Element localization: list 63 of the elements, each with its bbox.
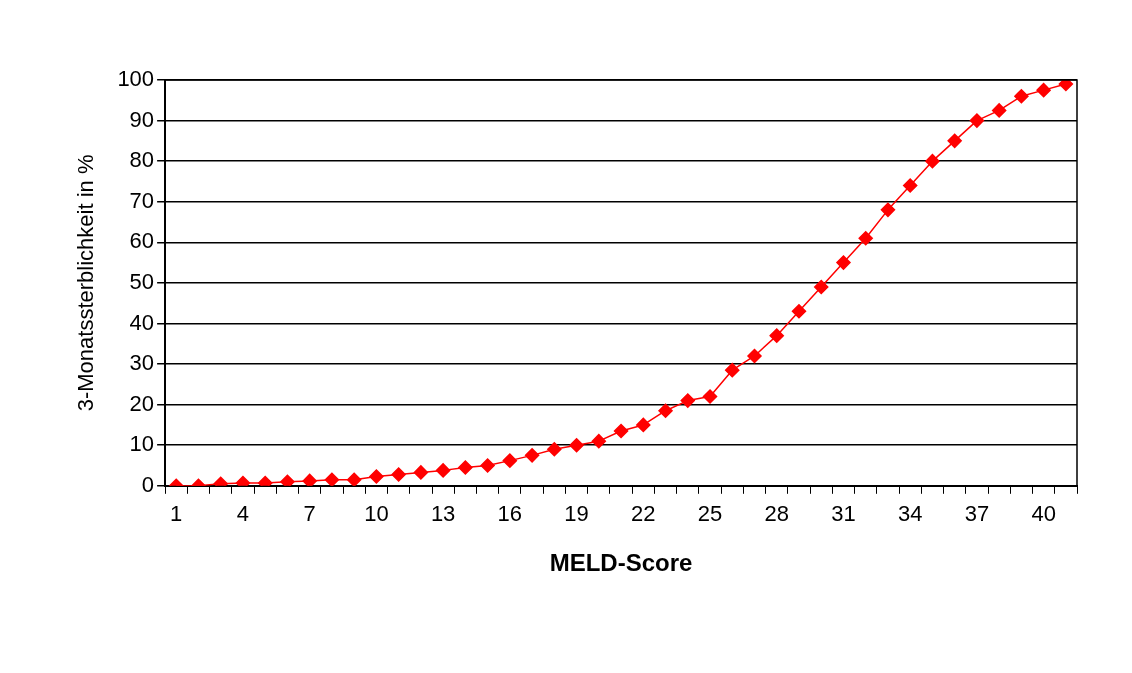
y-tick-label: 40	[129, 309, 155, 335]
point	[725, 362, 740, 378]
y-tick-label: 30	[129, 350, 155, 376]
x-tick-label: 13	[430, 501, 456, 527]
point	[302, 473, 317, 486]
x-tick-label: 37	[964, 501, 990, 527]
point	[1014, 88, 1029, 104]
point	[413, 465, 429, 480]
point	[613, 423, 629, 439]
point	[680, 393, 696, 408]
x-tick-label: 4	[236, 501, 250, 527]
x-tick-label: 19	[564, 501, 589, 527]
point	[502, 453, 518, 468]
point	[280, 474, 295, 486]
x-tick-label: 40	[1031, 501, 1056, 527]
x-tick-label: 1	[170, 501, 183, 527]
point	[702, 389, 718, 404]
point	[1036, 82, 1051, 98]
point	[991, 103, 1007, 118]
point	[880, 202, 896, 218]
point	[324, 472, 340, 486]
point	[524, 448, 540, 463]
x-tick-label: 16	[497, 501, 523, 527]
x-tick-label: 34	[897, 501, 923, 527]
point	[947, 133, 962, 149]
x-tick-label: 31	[831, 501, 856, 527]
point	[636, 417, 651, 433]
y-tick-label: 90	[129, 106, 155, 132]
point	[858, 231, 873, 246]
point	[591, 433, 607, 449]
point	[346, 472, 362, 486]
point	[747, 348, 762, 364]
point	[836, 255, 851, 270]
point	[769, 328, 784, 343]
point	[791, 304, 807, 319]
point	[569, 437, 584, 453]
point	[969, 113, 985, 128]
point	[547, 442, 562, 457]
x-tick-label: 22	[631, 501, 656, 527]
point	[391, 467, 406, 482]
x-axis-title: MELD-Score	[549, 549, 693, 577]
point	[369, 469, 384, 484]
x-tick-label: 28	[764, 501, 789, 527]
y-tick-label: 0	[141, 471, 155, 497]
point	[658, 403, 673, 418]
x-tick-label: 7	[303, 501, 316, 527]
point	[435, 463, 451, 478]
y-tick-label: 50	[129, 268, 155, 294]
y-tick-label: 70	[129, 187, 155, 213]
y-tick-label: 60	[129, 228, 155, 254]
point	[813, 279, 829, 295]
point	[902, 178, 918, 193]
x-tick-label: 25	[697, 501, 723, 527]
y-tick-label: 80	[129, 147, 155, 173]
y-tick-label: 100	[117, 66, 155, 92]
y-tick-label: 10	[129, 431, 155, 457]
point	[480, 458, 495, 473]
x-tick-label: 10	[364, 501, 389, 527]
point	[1058, 80, 1074, 92]
point	[458, 460, 473, 475]
point	[925, 153, 940, 169]
y-tick-label: 20	[129, 390, 155, 416]
y-axis-title: 3-Monatssterblichkeit in %	[73, 154, 99, 412]
